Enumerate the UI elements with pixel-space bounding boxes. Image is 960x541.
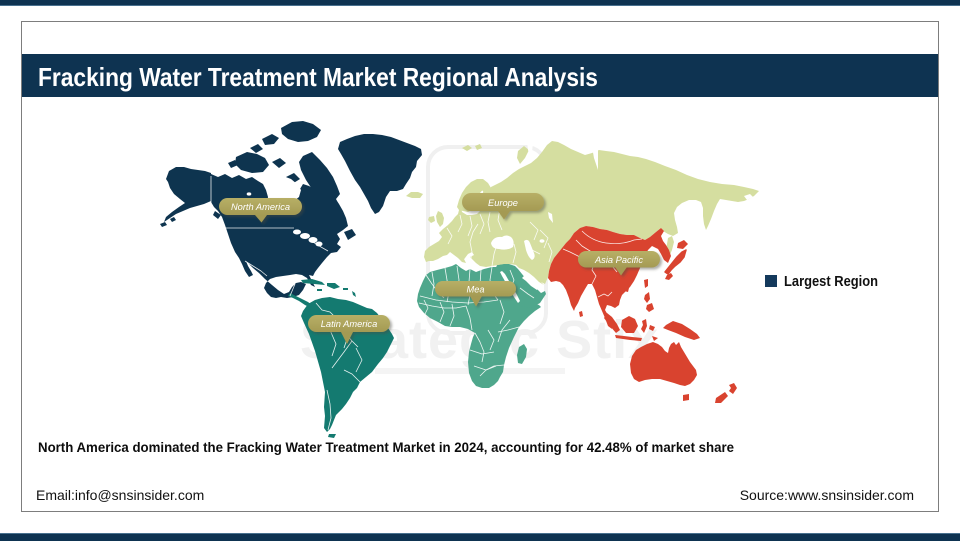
svg-text:Mea: Mea [466,285,484,295]
svg-text:Europe: Europe [488,198,518,208]
svg-text:North America: North America [231,202,290,212]
svg-text:Asia Pacific: Asia Pacific [594,255,643,265]
svg-text:Latin America: Latin America [321,319,378,329]
